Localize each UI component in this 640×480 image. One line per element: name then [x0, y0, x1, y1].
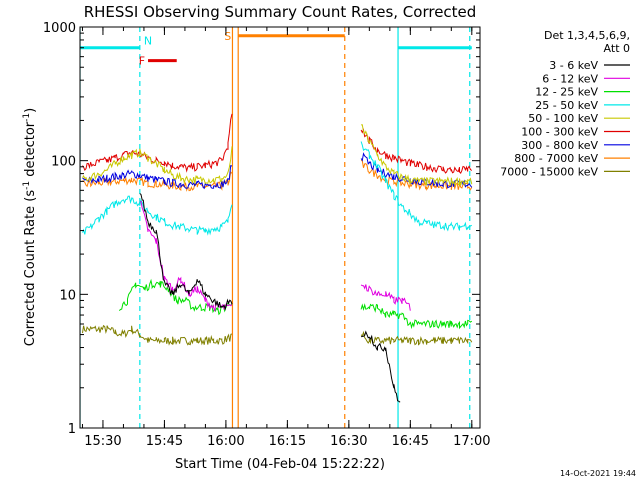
series-line-6-12-kev-after-gap — [360, 284, 411, 311]
y-axis-label-sup2: -1 — [22, 113, 32, 122]
series-line-3-6-kev — [139, 193, 233, 311]
plot-frame — [79, 26, 481, 429]
flag-label-f-3: F — [139, 55, 145, 68]
series-line-100-300-kev — [82, 113, 233, 173]
legend-header-1: Det 1,3,4,5,6,9, — [544, 29, 630, 42]
legend-label-3-6-kev: 3 - 6 keV — [549, 59, 598, 72]
legend-label-50-100-kev: 50 - 100 keV — [528, 112, 598, 125]
x-tick-label: 17:00 — [453, 434, 490, 449]
legend-label-25-50-kev: 25 - 50 keV — [535, 99, 598, 112]
y-axis-label-mid: detector — [23, 121, 38, 181]
series-line-12-25-kev-after-gap — [360, 303, 473, 330]
series-line-25-50-kev-after-gap — [360, 141, 473, 232]
x-tick-label: 16:15 — [269, 434, 306, 449]
series-line-12-25-kev — [118, 278, 233, 316]
y-tick-label: 100 — [51, 155, 76, 170]
y-tick-label: 1 — [68, 422, 76, 437]
y-axis-label-end: ) — [23, 108, 38, 113]
y-axis-label-sup1: -1 — [22, 181, 32, 190]
chart-title: RHESSI Observing Summary Count Rates, Co… — [84, 3, 477, 21]
x-axis-label: Start Time (04-Feb-04 15:22:22) — [175, 457, 385, 472]
series-line-300-800-kev — [82, 164, 233, 190]
x-tick-label: 16:45 — [392, 434, 429, 449]
legend-label-12-25-kev: 12 - 25 keV — [535, 86, 598, 99]
y-tick-label: 1000 — [43, 21, 76, 36]
legend-label-800-7000-kev: 800 - 7000 keV — [514, 152, 598, 165]
y-axis-label-main: Corrected Count Rate (s — [23, 190, 38, 347]
series-line-3-6-kev-after-gap — [360, 330, 401, 403]
y-tick-label: 10 — [59, 288, 76, 303]
x-tick-label: 15:30 — [84, 434, 121, 449]
legend-label-100-300-kev: 100 - 300 keV — [521, 126, 598, 139]
y-axis-label: Corrected Count Rate (s-1 detector-1) — [22, 108, 38, 346]
x-tick-label: 15:45 — [146, 434, 183, 449]
legend-header-2: Att 0 — [604, 42, 630, 55]
legend-label-6-12-kev: 6 - 12 keV — [542, 72, 598, 85]
series-line-7000-15000-kev — [82, 324, 233, 346]
x-tick-label: 16:00 — [207, 434, 244, 449]
legend-label-7000-15000-kev: 7000 - 15000 keV — [500, 165, 598, 178]
flag-label-s-4: S — [224, 30, 231, 43]
series-line-7000-15000-kev-after-gap — [360, 330, 473, 346]
series-line-50-100-kev — [82, 146, 233, 185]
legend-label-300-800-kev: 300 - 800 keV — [521, 139, 598, 152]
series-line-50-100-kev-after-gap — [361, 124, 473, 187]
series-line-100-300-kev-after-gap — [360, 128, 473, 174]
timestamp: 14-Oct-2021 19:44 — [560, 469, 636, 478]
series-line-25-50-kev — [82, 195, 233, 236]
flag-label-n-1: N — [144, 35, 152, 48]
x-tick-label: 16:30 — [330, 434, 367, 449]
